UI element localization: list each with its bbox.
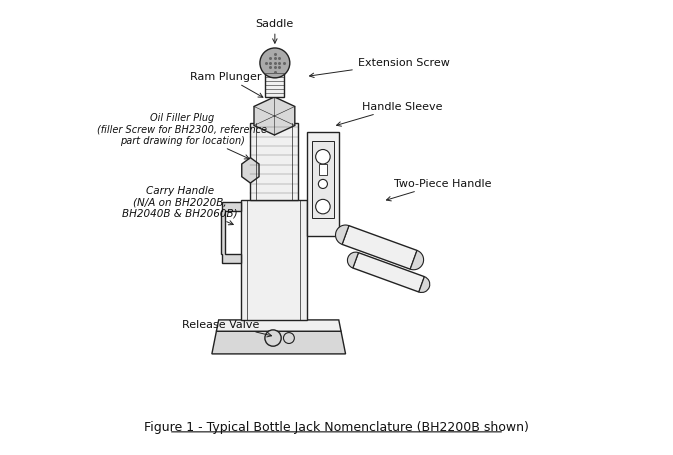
- Polygon shape: [319, 164, 326, 176]
- Polygon shape: [342, 226, 417, 269]
- Wedge shape: [336, 226, 349, 245]
- Polygon shape: [353, 253, 425, 293]
- Polygon shape: [242, 158, 259, 184]
- Circle shape: [265, 330, 281, 346]
- Circle shape: [316, 150, 330, 165]
- Polygon shape: [217, 320, 341, 332]
- Polygon shape: [312, 142, 334, 218]
- Text: Two-Piece Handle: Two-Piece Handle: [386, 179, 491, 202]
- Circle shape: [260, 49, 290, 79]
- Text: Figure 1 - Typical Bottle Jack Nomenclature (BH2200B shown): Figure 1 - Typical Bottle Jack Nomenclat…: [144, 420, 529, 433]
- Polygon shape: [221, 202, 242, 264]
- Wedge shape: [411, 251, 423, 270]
- Polygon shape: [307, 132, 339, 237]
- Text: Handle Sleeve: Handle Sleeve: [336, 102, 443, 127]
- Polygon shape: [265, 71, 285, 98]
- Text: Release Valve: Release Valve: [182, 319, 272, 337]
- Polygon shape: [212, 332, 345, 354]
- Circle shape: [318, 180, 328, 189]
- Circle shape: [316, 200, 330, 214]
- Polygon shape: [254, 98, 295, 136]
- Polygon shape: [242, 200, 307, 320]
- Text: Saddle: Saddle: [256, 20, 294, 44]
- Text: Extension Screw: Extension Screw: [310, 58, 450, 78]
- Text: Ram Plunger: Ram Plunger: [190, 72, 263, 98]
- Text: Carry Handle
(N/A on BH2020B,
BH2040B & BH2060B): Carry Handle (N/A on BH2020B, BH2040B & …: [122, 185, 238, 225]
- Polygon shape: [250, 123, 298, 200]
- Text: Oil Filler Plug
(filler Screw for BH2300, reference
part drawing for location): Oil Filler Plug (filler Screw for BH2300…: [98, 112, 267, 160]
- Circle shape: [283, 333, 294, 344]
- Wedge shape: [419, 277, 430, 293]
- Wedge shape: [347, 253, 359, 268]
